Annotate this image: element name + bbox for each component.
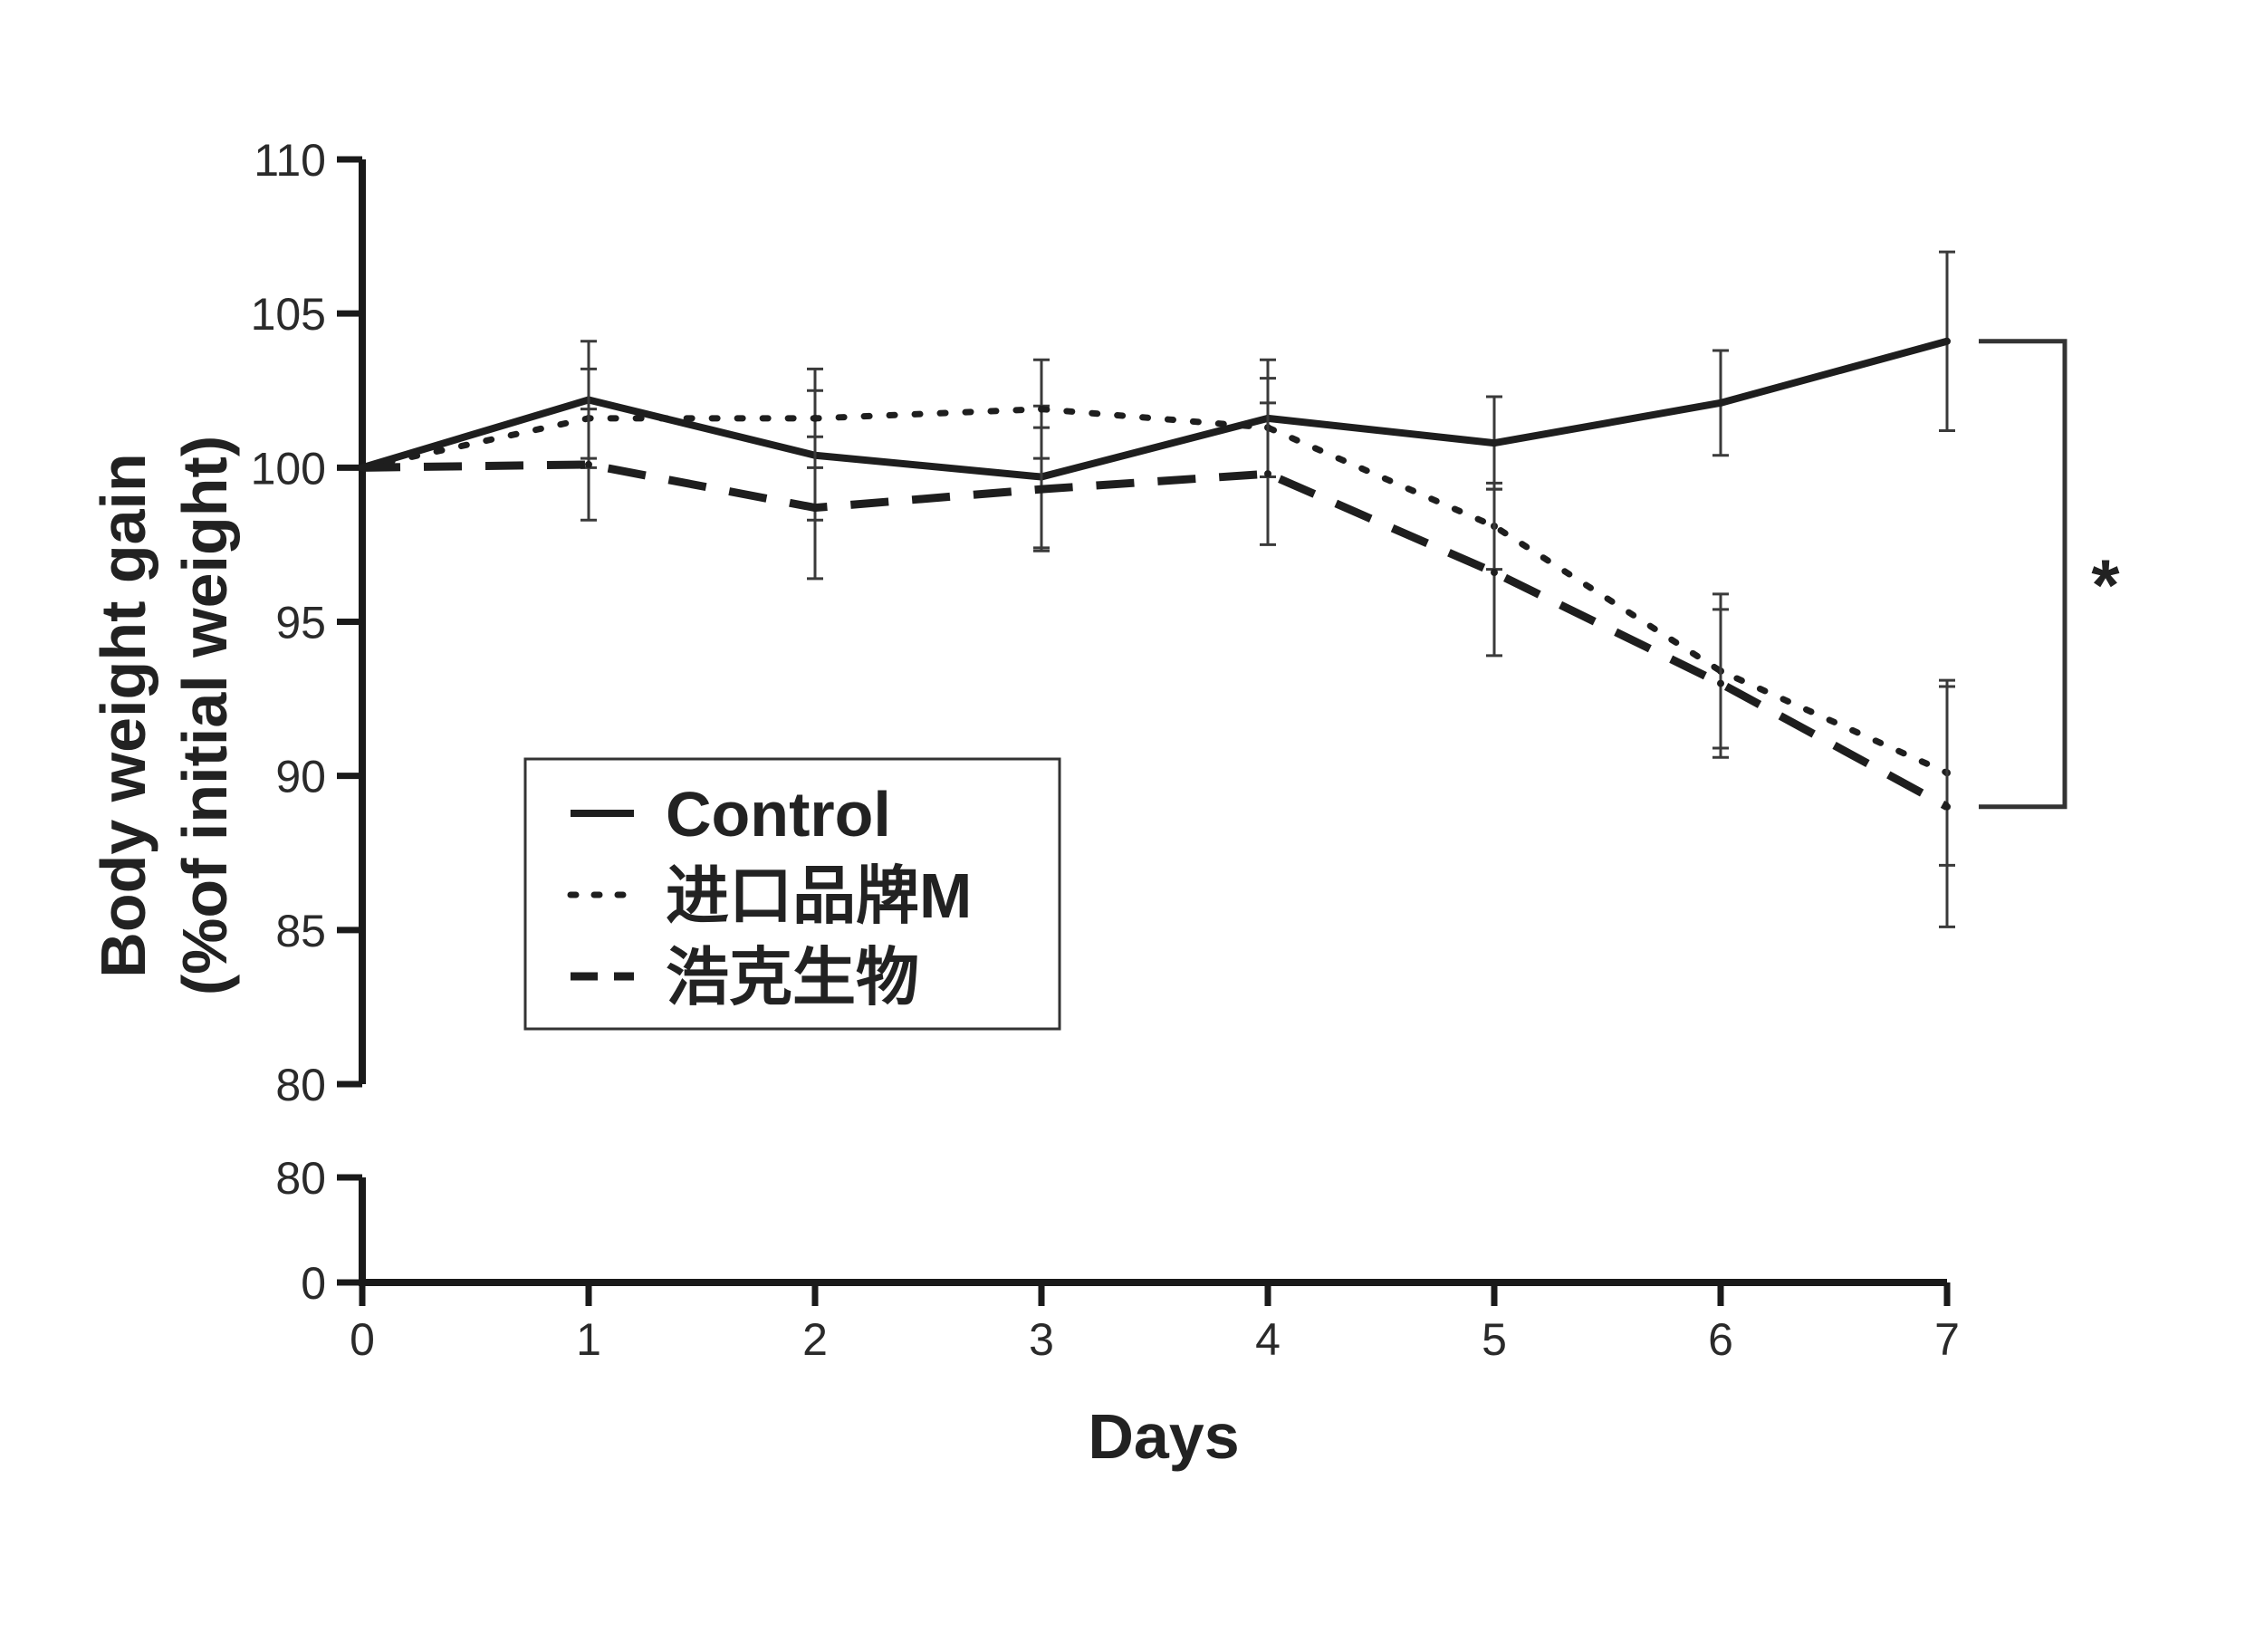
- series-line: [359, 406, 1951, 776]
- legend: Control 进口品牌M 浩克生物: [523, 757, 1061, 1031]
- y-tick-label: 0: [301, 1258, 326, 1309]
- x-tick-label: 1: [576, 1314, 601, 1365]
- series-layer: [359, 250, 1955, 928]
- data-point: [1717, 679, 1724, 687]
- y-tick-label: 90: [275, 752, 326, 802]
- data-point: [585, 460, 592, 468]
- data-point: [1491, 569, 1498, 577]
- y-tick-label: 110: [254, 135, 326, 186]
- data-point: [1038, 405, 1045, 413]
- x-tick-label: 5: [1482, 1314, 1507, 1365]
- legend-box: [523, 757, 1061, 1031]
- axes: 80 85 90 95 100 105 110 0 80 0 1 2 3 4 5 6 7 Days Body wei…: [88, 135, 1960, 1472]
- series-0: [359, 250, 1955, 550]
- data-point: [1943, 337, 1951, 345]
- data-point: [1943, 802, 1951, 811]
- data-point: [811, 504, 819, 512]
- data-point: [1491, 439, 1498, 447]
- y-tick-label: 80: [275, 1060, 326, 1110]
- legend-label: 浩克生物: [666, 942, 919, 1013]
- series-line: [361, 460, 1950, 811]
- x-axis-title: Days: [1088, 1401, 1239, 1472]
- data-point: [359, 464, 366, 472]
- data-point: [1717, 399, 1724, 407]
- data-point: [1038, 485, 1045, 494]
- y-axis-title: Body weight gain (%of initial weight): [88, 436, 240, 995]
- y-tick-label: 100: [251, 443, 326, 494]
- data-point: [811, 414, 819, 422]
- x-tick-label: 3: [1029, 1314, 1054, 1365]
- series-line: [360, 337, 1949, 481]
- x-tick-label: 7: [1934, 1314, 1960, 1365]
- legend-label: 进口品牌M: [666, 860, 972, 931]
- x-tick-label: 2: [802, 1314, 828, 1365]
- data-point: [1264, 470, 1271, 478]
- annotation-layer: *: [1979, 339, 2120, 810]
- y-tick-label: 105: [251, 289, 326, 340]
- x-tick-label: 6: [1708, 1314, 1733, 1365]
- x-tick-label: 4: [1255, 1314, 1281, 1365]
- x-tick-label: 0: [350, 1314, 375, 1365]
- y-tick-label: 95: [275, 598, 326, 648]
- series-2: [359, 401, 1955, 928]
- y-axis-title-line: Body weight gain: [88, 453, 158, 977]
- y-tick-label: 85: [275, 906, 326, 956]
- significance-bracket: [1979, 339, 2067, 810]
- y-axis-title-line: (%of initial weight): [169, 436, 240, 995]
- y-tick-label: 80: [275, 1153, 326, 1204]
- significance-marker: *: [2091, 545, 2120, 626]
- legend-label: Control: [666, 779, 891, 850]
